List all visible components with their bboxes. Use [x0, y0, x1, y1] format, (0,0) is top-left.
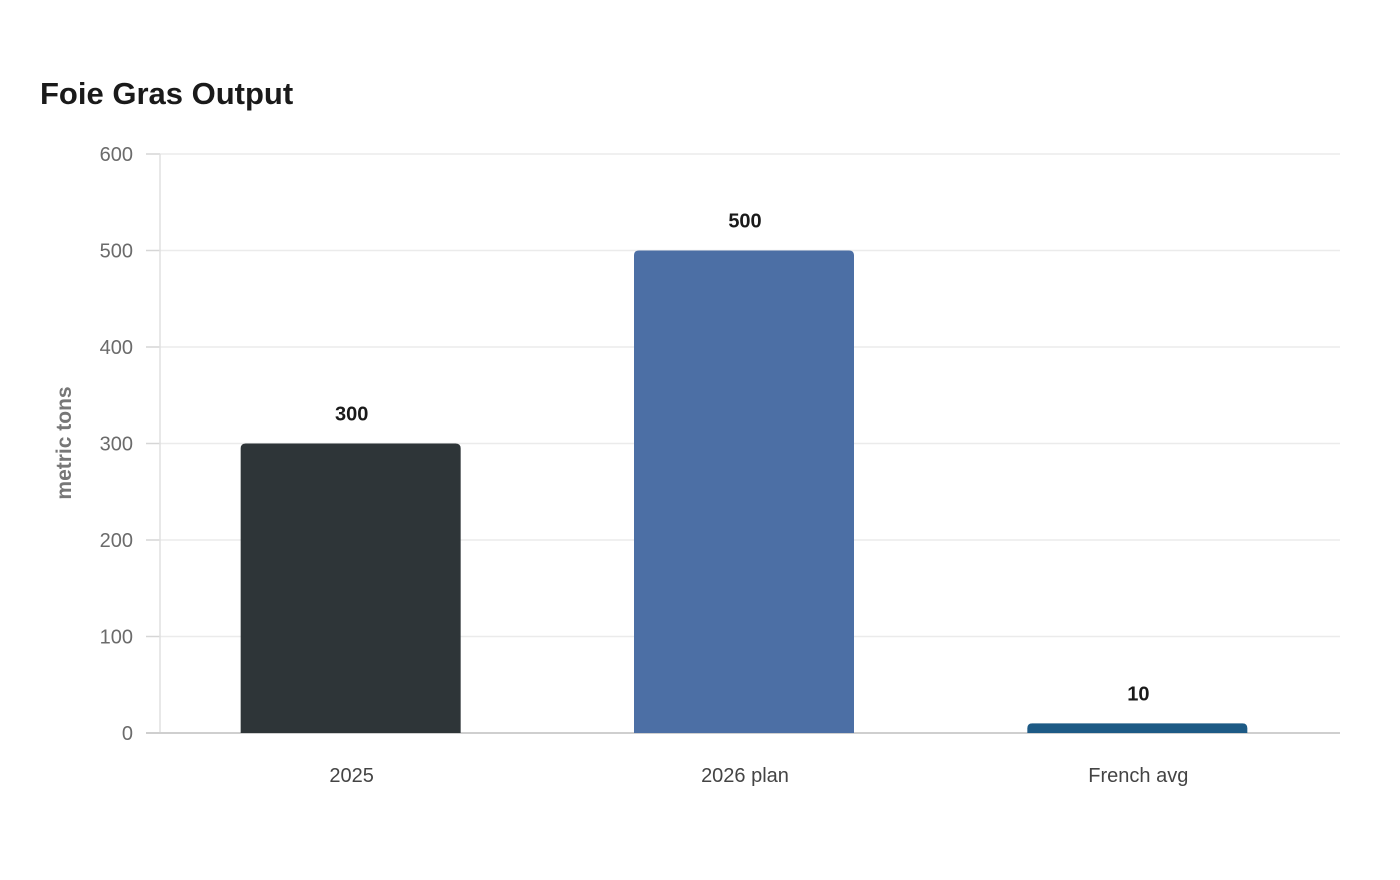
bar: [634, 250, 854, 733]
x-tick-labels: 2025 2026 plan French avg: [329, 765, 1188, 787]
y-tick-label: 100: [100, 627, 133, 649]
y-tick-label: 200: [100, 530, 133, 552]
y-tick-label: 300: [100, 434, 133, 456]
x-tick-label: 2025: [329, 765, 374, 787]
bar: [240, 443, 461, 733]
y-axis-title: metric tons: [53, 386, 76, 499]
value-labels: 300 500 10: [335, 211, 1149, 706]
x-tick-label: 2026 plan: [701, 765, 789, 787]
y-tick-label: 600: [100, 144, 133, 166]
value-label: 10: [1127, 683, 1149, 705]
y-tick-label: 400: [100, 337, 133, 359]
bar: [1027, 723, 1248, 733]
bars: [240, 250, 1248, 733]
value-label: 300: [335, 404, 368, 426]
value-label: 500: [728, 211, 761, 233]
y-tick-label: 500: [100, 241, 133, 263]
chart-title: Foie Gras Output: [40, 76, 294, 111]
x-tick-label: French avg: [1088, 765, 1188, 787]
y-tick-label: 0: [122, 723, 133, 745]
y-tick-labels: 0 100 200 300 400 500 600: [100, 144, 133, 745]
